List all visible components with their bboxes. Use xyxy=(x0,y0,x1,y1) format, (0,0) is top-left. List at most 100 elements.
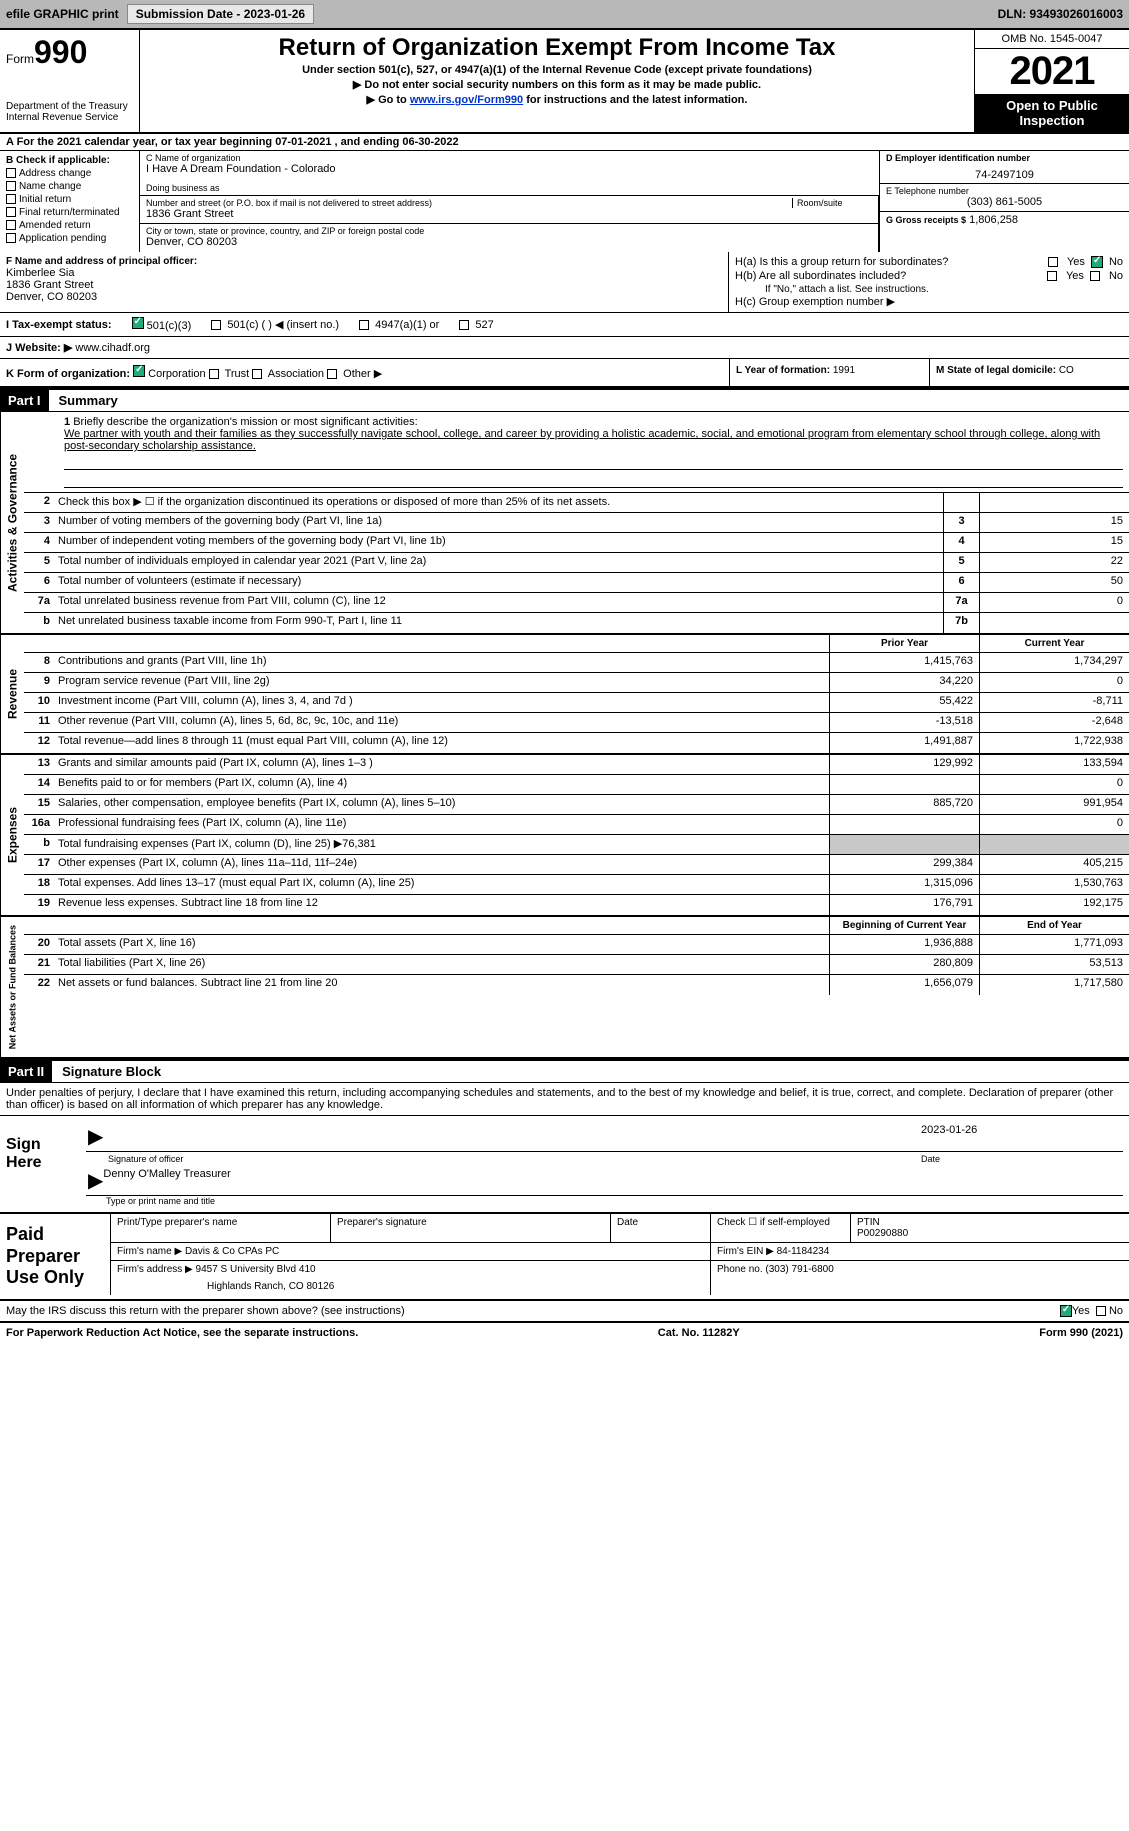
tab-revenue: Revenue xyxy=(0,635,24,753)
col-header-net: Beginning of Current YearEnd of Year xyxy=(24,917,1129,935)
irs-link[interactable]: www.irs.gov/Form990 xyxy=(410,94,523,106)
signature-declaration: Under penalties of perjury, I declare th… xyxy=(0,1083,1129,1116)
summary-line: 10Investment income (Part VIII, column (… xyxy=(24,693,1129,713)
summary-line: bNet unrelated business taxable income f… xyxy=(24,613,1129,633)
sign-here-block: Sign Here ▶ 2023-01-26 Signature of offi… xyxy=(0,1116,1129,1214)
firm-addr-cell: Firm's address ▶ 9457 S University Blvd … xyxy=(111,1261,711,1295)
officer-sig-line[interactable]: ▶ 2023-01-26 xyxy=(86,1122,1123,1152)
efile-label: efile GRAPHIC print xyxy=(6,7,119,21)
summary-line: 7aTotal unrelated business revenue from … xyxy=(24,593,1129,613)
officer-name-line: ▶ Denny O'Malley Treasurer xyxy=(86,1166,1123,1196)
paperwork-footer: For Paperwork Reduction Act Notice, see … xyxy=(0,1323,1129,1343)
inspection-badge: Open to Public Inspection xyxy=(975,94,1129,132)
dln-label: DLN: 93493026016003 xyxy=(998,7,1123,21)
revenue-section: Revenue Prior YearCurrent Year 8Contribu… xyxy=(0,635,1129,755)
section-b: B Check if applicable: Address change Na… xyxy=(0,151,140,252)
section-m: M State of legal domicile: CO xyxy=(929,359,1129,386)
summary-line: 6Total number of volunteers (estimate if… xyxy=(24,573,1129,593)
summary-line: 9Program service revenue (Part VIII, lin… xyxy=(24,673,1129,693)
summary-line: 17Other expenses (Part IX, column (A), l… xyxy=(24,855,1129,875)
arrow-icon: ▶ xyxy=(88,1168,103,1193)
netassets-section: Net Assets or Fund Balances Beginning of… xyxy=(0,917,1129,1059)
summary-line: 4Number of independent voting members of… xyxy=(24,533,1129,553)
section-b-label: B Check if applicable: xyxy=(6,155,133,166)
dept-treasury: Department of the Treasury Internal Reve… xyxy=(6,101,133,123)
chk-address: Address change xyxy=(6,168,133,179)
check-icon xyxy=(133,365,145,377)
submission-date-btn[interactable]: Submission Date - 2023-01-26 xyxy=(127,4,314,24)
paid-preparer-label: Paid Preparer Use Only xyxy=(0,1214,110,1299)
header-right: OMB No. 1545-0047 2021 Open to Public In… xyxy=(974,30,1129,132)
street-cell: Number and street (or P.O. box if mail i… xyxy=(140,196,878,224)
chk-amended: Amended return xyxy=(6,220,133,231)
prep-name-lbl: Print/Type preparer's name xyxy=(111,1214,331,1242)
summary-line: 2Check this box ▶ ☐ if the organization … xyxy=(24,493,1129,513)
chk-name: Name change xyxy=(6,181,133,192)
sign-here-label: Sign Here xyxy=(0,1116,80,1212)
ein-cell: D Employer identification number 74-2497… xyxy=(880,151,1129,184)
summary-line: 3Number of voting members of the governi… xyxy=(24,513,1129,533)
summary-line: 12Total revenue—add lines 8 through 11 (… xyxy=(24,733,1129,753)
section-k: K Form of organization: Corporation Trus… xyxy=(0,359,729,386)
form-title: Return of Organization Exempt From Incom… xyxy=(150,34,964,62)
section-j: J Website: ▶ www.cihadf.org xyxy=(0,337,1129,359)
form-note-link: ▶ Go to www.irs.gov/Form990 for instruct… xyxy=(150,93,964,106)
section-i: I Tax-exempt status: 501(c)(3) 501(c) ( … xyxy=(0,313,1129,337)
prep-sig-lbl: Preparer's signature xyxy=(331,1214,611,1242)
tax-period-row: A For the 2021 calendar year, or tax yea… xyxy=(0,134,1129,151)
summary-line: 14Benefits paid to or for members (Part … xyxy=(24,775,1129,795)
summary-line: 21Total liabilities (Part X, line 26)280… xyxy=(24,955,1129,975)
entity-block: B Check if applicable: Address change Na… xyxy=(0,151,1129,252)
check-icon xyxy=(132,317,144,329)
summary-line: 20Total assets (Part X, line 16)1,936,88… xyxy=(24,935,1129,955)
summary-line: 19Revenue less expenses. Subtract line 1… xyxy=(24,895,1129,915)
may-irs-row: May the IRS discuss this return with the… xyxy=(0,1301,1129,1323)
top-bar: efile GRAPHIC print Submission Date - 20… xyxy=(0,0,1129,28)
summary-line: 16aProfessional fundraising fees (Part I… xyxy=(24,815,1129,835)
header-left: Form990 Department of the Treasury Inter… xyxy=(0,30,140,132)
summary-line: 18Total expenses. Add lines 13–17 (must … xyxy=(24,875,1129,895)
section-f: F Name and address of principal officer:… xyxy=(0,252,729,312)
mission-block: 1 Briefly describe the organization's mi… xyxy=(24,412,1129,493)
chk-initial: Initial return xyxy=(6,194,133,205)
summary-line: bTotal fundraising expenses (Part IX, co… xyxy=(24,835,1129,855)
section-k-l-m: K Form of organization: Corporation Trus… xyxy=(0,359,1129,388)
form-subtitle: Under section 501(c), 527, or 4947(a)(1)… xyxy=(150,64,964,76)
prep-check-lbl: Check ☐ if self-employed xyxy=(711,1214,851,1242)
section-h: H(a) Is this a group return for subordin… xyxy=(729,252,1129,312)
expenses-section: Expenses 13Grants and similar amounts pa… xyxy=(0,755,1129,917)
prep-date-lbl: Date xyxy=(611,1214,711,1242)
check-icon xyxy=(1091,256,1103,268)
summary-line: 5Total number of individuals employed in… xyxy=(24,553,1129,573)
form-header: Form990 Department of the Treasury Inter… xyxy=(0,28,1129,134)
org-name-box: C Name of organization I Have A Dream Fo… xyxy=(140,151,879,196)
firm-name-cell: Firm's name ▶ Davis & Co CPAs PC xyxy=(111,1243,711,1260)
phone-cell: E Telephone number (303) 861-5005 xyxy=(880,184,1129,212)
section-l: L Year of formation: 1991 xyxy=(729,359,929,386)
prep-ptin: PTINP00290880 xyxy=(851,1214,1129,1242)
city-cell: City or town, state or province, country… xyxy=(140,224,878,252)
form-note-ssn: ▶ Do not enter social security numbers o… xyxy=(150,78,964,91)
summary-line: 15Salaries, other compensation, employee… xyxy=(24,795,1129,815)
summary-line: 22Net assets or fund balances. Subtract … xyxy=(24,975,1129,995)
summary-line: 8Contributions and grants (Part VIII, li… xyxy=(24,653,1129,673)
check-icon xyxy=(1060,1305,1072,1317)
form-number: 990 xyxy=(34,34,87,70)
col-header-rev: Prior YearCurrent Year xyxy=(24,635,1129,653)
gross-receipts-cell: G Gross receipts $ 1,806,258 xyxy=(880,212,1129,240)
summary-line: 11Other revenue (Part VIII, column (A), … xyxy=(24,713,1129,733)
chk-pending: Application pending xyxy=(6,233,133,244)
entity-mid: C Name of organization I Have A Dream Fo… xyxy=(140,151,1129,252)
officer-section: F Name and address of principal officer:… xyxy=(0,252,1129,313)
arrow-icon: ▶ xyxy=(88,1124,103,1149)
part-i-header: Part I Summary xyxy=(0,388,1129,412)
firm-ein-cell: Firm's EIN ▶ 84-1184234 xyxy=(711,1243,1129,1260)
paid-preparer-block: Paid Preparer Use Only Print/Type prepar… xyxy=(0,1214,1129,1301)
summary-line: 13Grants and similar amounts paid (Part … xyxy=(24,755,1129,775)
governance-section: Activities & Governance 1 Briefly descri… xyxy=(0,412,1129,635)
firm-phone-cell: Phone no. (303) 791-6800 xyxy=(711,1261,1129,1295)
form-word: Form xyxy=(6,52,34,66)
header-mid: Return of Organization Exempt From Incom… xyxy=(140,30,974,132)
omb-number: OMB No. 1545-0047 xyxy=(975,30,1129,49)
part-ii-header: Part II Signature Block xyxy=(0,1059,1129,1083)
